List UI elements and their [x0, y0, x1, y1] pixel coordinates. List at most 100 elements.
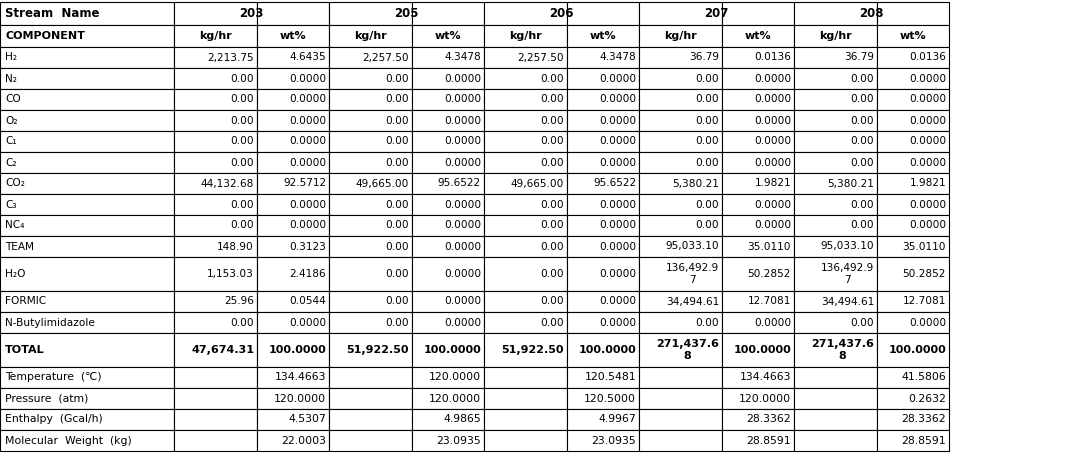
Text: 0.0000: 0.0000	[753, 318, 791, 328]
Bar	[877, 291, 949, 312]
Text: 0.0000: 0.0000	[598, 136, 636, 146]
Text: 120.0000: 120.0000	[429, 373, 480, 382]
Text: 0.0000: 0.0000	[753, 116, 791, 125]
Text: 2.4186: 2.4186	[289, 269, 327, 279]
Text: 0.0000: 0.0000	[909, 318, 946, 328]
Text: 49,665.00: 49,665.00	[511, 179, 563, 189]
Text: 4.9967: 4.9967	[598, 414, 636, 425]
Bar	[794, 291, 877, 312]
Bar	[412, 291, 484, 312]
Text: 0.00: 0.00	[385, 318, 410, 328]
Bar	[174, 25, 257, 47]
Text: 36.79: 36.79	[689, 52, 719, 62]
Bar	[722, 236, 794, 257]
Bar	[412, 312, 484, 333]
Text: wt%: wt%	[900, 31, 926, 41]
Text: 95.6522: 95.6522	[593, 179, 636, 189]
Bar	[639, 388, 722, 409]
Bar	[567, 430, 639, 451]
Bar	[329, 89, 412, 110]
Bar	[794, 89, 877, 110]
Bar	[257, 236, 329, 257]
Text: 34,494.61: 34,494.61	[821, 297, 874, 307]
Text: 0.0000: 0.0000	[443, 136, 480, 146]
Text: 203: 203	[239, 7, 263, 20]
Bar	[639, 215, 722, 236]
Text: 205: 205	[394, 7, 418, 20]
Text: 0.00: 0.00	[230, 136, 254, 146]
Bar	[257, 409, 329, 430]
Text: 0.00: 0.00	[541, 269, 563, 279]
Bar	[722, 110, 794, 131]
Bar	[639, 333, 722, 367]
Bar	[639, 152, 722, 173]
Bar	[0, 333, 174, 367]
Text: 0.00: 0.00	[851, 136, 874, 146]
Bar	[794, 110, 877, 131]
Bar	[639, 430, 722, 451]
Bar	[0, 110, 174, 131]
Bar	[722, 47, 794, 68]
Text: 0.00: 0.00	[541, 157, 563, 168]
Bar	[257, 430, 329, 451]
Text: 0.0000: 0.0000	[289, 116, 327, 125]
Text: 28.3362: 28.3362	[746, 414, 791, 425]
Text: 95.6522: 95.6522	[438, 179, 480, 189]
Bar	[412, 333, 484, 367]
Bar	[484, 215, 567, 236]
Bar	[722, 257, 794, 291]
Text: O₂: O₂	[5, 116, 17, 125]
Bar	[412, 367, 484, 388]
Bar	[329, 131, 412, 152]
Text: 0.0000: 0.0000	[443, 116, 480, 125]
Bar	[794, 173, 877, 194]
Bar	[0, 367, 174, 388]
Bar	[0, 312, 174, 333]
Text: 47,674.31: 47,674.31	[191, 345, 254, 355]
Bar	[412, 131, 484, 152]
Bar	[484, 68, 567, 89]
Text: 4.3478: 4.3478	[600, 52, 636, 62]
Bar	[484, 173, 567, 194]
Text: 0.00: 0.00	[541, 297, 563, 307]
Bar	[412, 173, 484, 194]
Bar	[484, 2, 567, 25]
Bar	[567, 25, 639, 47]
Text: 0.0000: 0.0000	[598, 269, 636, 279]
Bar	[639, 173, 722, 194]
Bar	[877, 430, 949, 451]
Text: 34,494.61: 34,494.61	[666, 297, 719, 307]
Bar	[877, 215, 949, 236]
Bar	[174, 430, 257, 451]
Bar	[794, 194, 877, 215]
Bar	[877, 152, 949, 173]
Bar	[412, 194, 484, 215]
Text: 0.00: 0.00	[385, 297, 410, 307]
Text: 41.5806: 41.5806	[901, 373, 946, 382]
Bar	[567, 367, 639, 388]
Text: 0.00: 0.00	[696, 116, 719, 125]
Text: NC₄: NC₄	[5, 220, 24, 230]
Text: 0.00: 0.00	[385, 269, 410, 279]
Bar	[639, 194, 722, 215]
Bar	[0, 194, 174, 215]
Text: 0.0136: 0.0136	[755, 52, 791, 62]
Bar	[484, 333, 567, 367]
Bar	[639, 312, 722, 333]
Text: 100.0000: 100.0000	[269, 345, 327, 355]
Text: 120.0000: 120.0000	[739, 393, 791, 403]
Text: 0.0000: 0.0000	[289, 318, 327, 328]
Bar	[412, 236, 484, 257]
Bar	[639, 25, 722, 47]
Text: 0.00: 0.00	[541, 241, 563, 252]
Bar	[639, 68, 722, 89]
Text: 0.00: 0.00	[230, 116, 254, 125]
Bar	[174, 291, 257, 312]
Bar	[329, 110, 412, 131]
Text: kg/hr: kg/hr	[509, 31, 542, 41]
Text: 120.5000: 120.5000	[584, 393, 636, 403]
Text: 49,665.00: 49,665.00	[356, 179, 410, 189]
Bar	[722, 430, 794, 451]
Bar	[174, 409, 257, 430]
Text: 0.0000: 0.0000	[598, 318, 636, 328]
